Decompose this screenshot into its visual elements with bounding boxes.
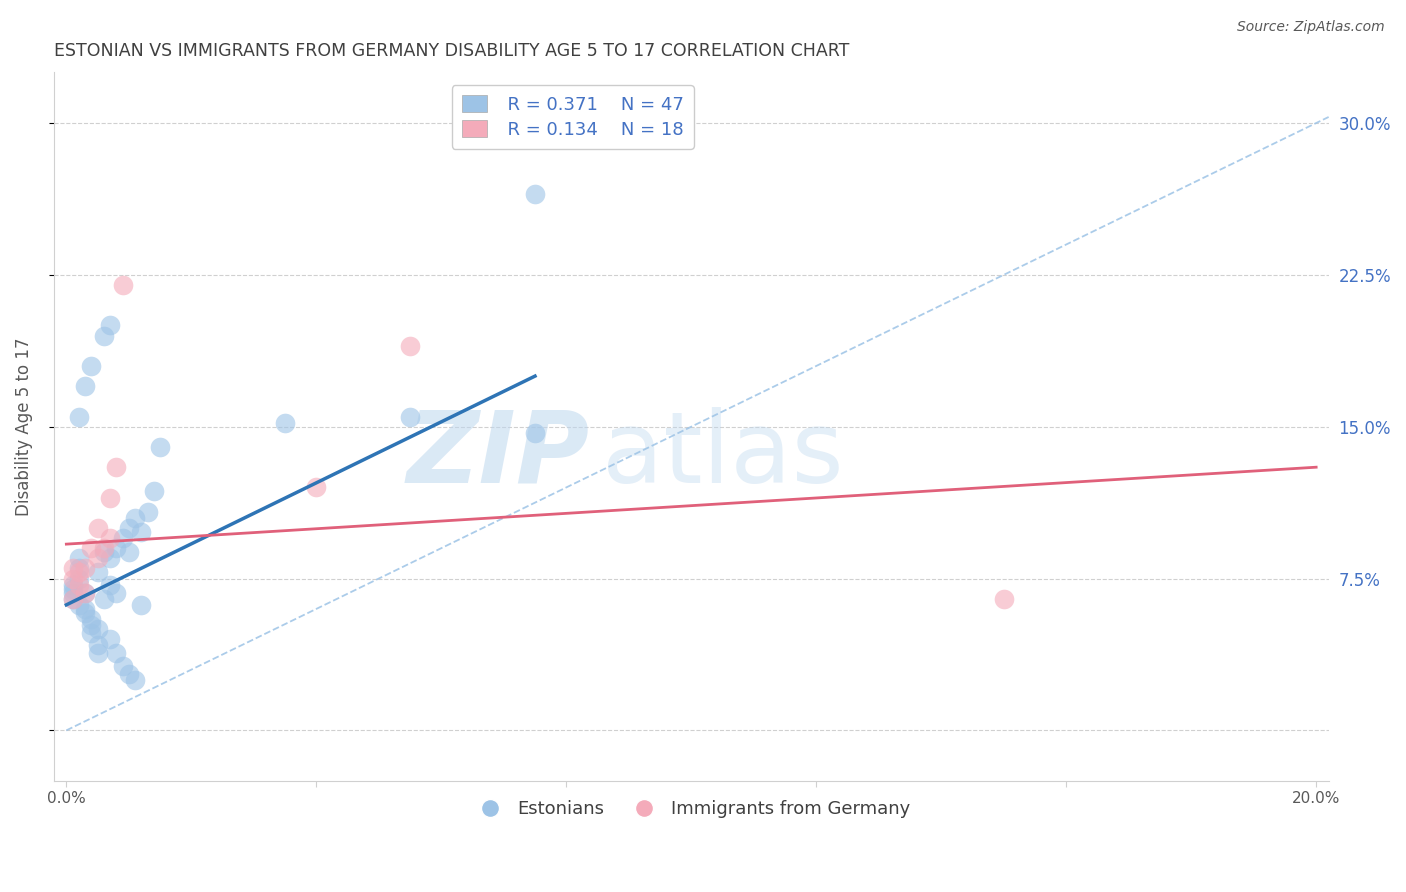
Point [75, 561, 97, 575]
Point [118, 521, 141, 535]
Point [305, 480, 328, 494]
Point [62, 561, 84, 575]
Y-axis label: Disability Age 5 to 17: Disability Age 5 to 17 [15, 337, 32, 516]
Point [98, 632, 121, 647]
Point [93, 541, 115, 556]
Point [80, 618, 103, 632]
Point [105, 460, 128, 475]
Point [399, 339, 422, 353]
Point [136, 505, 159, 519]
Text: ESTONIAN VS IMMIGRANTS FROM GERMANY DISABILITY AGE 5 TO 17 CORRELATION CHART: ESTONIAN VS IMMIGRANTS FROM GERMANY DISA… [53, 42, 849, 60]
Point [62, 572, 84, 586]
Point [62, 585, 84, 599]
Point [124, 673, 146, 687]
Point [80, 626, 103, 640]
Point [86, 521, 108, 535]
Point [93, 545, 115, 559]
Point [80, 612, 103, 626]
Point [98, 577, 121, 591]
Point [105, 585, 128, 599]
Point [86, 647, 108, 661]
Point [98, 491, 121, 505]
Point [93, 591, 115, 606]
Point [149, 440, 172, 454]
Point [80, 541, 103, 556]
Point [62, 582, 84, 596]
Text: atlas: atlas [602, 407, 844, 504]
Point [67, 561, 90, 575]
Legend: Estonians, Immigrants from Germany: Estonians, Immigrants from Germany [465, 793, 918, 825]
Point [98, 318, 121, 333]
Point [80, 359, 103, 373]
Point [111, 278, 134, 293]
Point [399, 409, 422, 424]
Point [524, 425, 547, 440]
Point [131, 598, 153, 612]
Point [75, 585, 97, 599]
Point [274, 416, 297, 430]
Point [993, 591, 1015, 606]
Point [118, 666, 141, 681]
Point [67, 577, 90, 591]
Point [111, 531, 134, 545]
Point [75, 606, 97, 620]
Point [62, 591, 84, 606]
Point [118, 545, 141, 559]
Point [62, 591, 84, 606]
Point [105, 647, 128, 661]
Point [124, 511, 146, 525]
Point [93, 328, 115, 343]
Point [67, 598, 90, 612]
Point [86, 551, 108, 566]
Point [67, 551, 90, 566]
Point [67, 409, 90, 424]
Point [142, 484, 165, 499]
Point [75, 585, 97, 599]
Point [86, 622, 108, 636]
Point [98, 531, 121, 545]
Point [67, 566, 90, 580]
Text: ZIP: ZIP [406, 407, 589, 504]
Point [105, 541, 128, 556]
Point [86, 566, 108, 580]
Text: Source: ZipAtlas.com: Source: ZipAtlas.com [1237, 20, 1385, 34]
Point [67, 572, 90, 586]
Point [75, 379, 97, 393]
Point [75, 602, 97, 616]
Point [111, 658, 134, 673]
Point [86, 638, 108, 652]
Point [131, 524, 153, 539]
Point [98, 551, 121, 566]
Point [62, 577, 84, 591]
Point [524, 186, 547, 201]
